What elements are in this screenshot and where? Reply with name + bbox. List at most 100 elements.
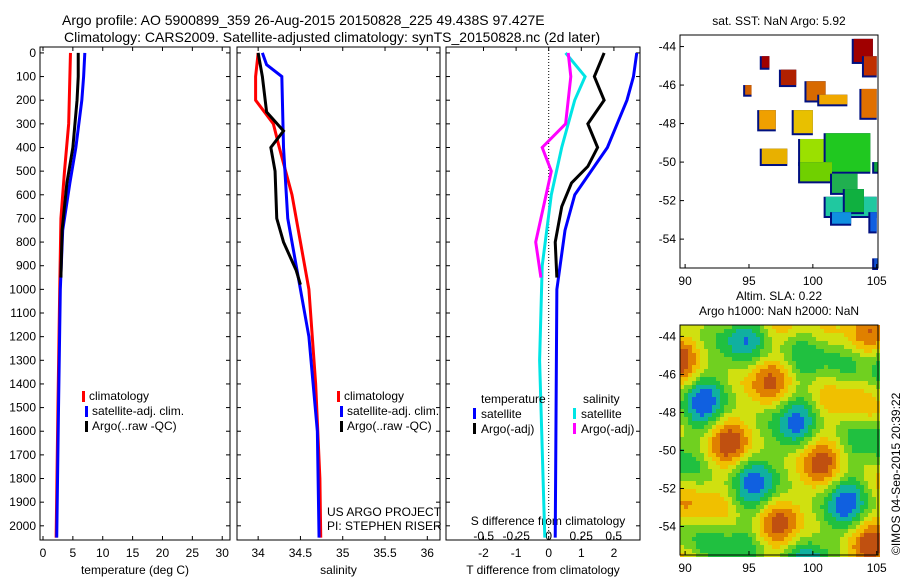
sla-cell	[780, 529, 784, 533]
sla-cell	[696, 353, 700, 357]
sla-cell	[732, 469, 736, 473]
sla-cell	[764, 409, 768, 413]
sla-cell	[828, 421, 832, 425]
sla-cell	[856, 421, 860, 425]
sla-cell	[748, 361, 752, 365]
sla-cell	[688, 457, 692, 461]
sla-cell	[824, 545, 828, 549]
sla-cell	[728, 509, 732, 513]
sla-cell	[752, 485, 756, 489]
sla-cell	[744, 377, 748, 381]
sla-cell	[836, 421, 840, 425]
sla-cell	[808, 541, 812, 545]
sla-cell	[728, 489, 732, 493]
sla-cell	[740, 369, 744, 373]
sla-cell	[820, 437, 824, 441]
sla-cell	[732, 381, 736, 385]
sla-cell	[868, 497, 872, 501]
sla-cell	[788, 477, 792, 481]
sla-cell	[684, 541, 688, 545]
sla-cell	[788, 481, 792, 485]
sla-cell	[792, 485, 796, 489]
sla-cell	[680, 529, 684, 533]
sla-cell	[772, 425, 776, 429]
sla-cell	[756, 545, 760, 549]
sla-cell	[700, 517, 704, 521]
sla-cell	[720, 405, 724, 409]
sla-cell	[780, 345, 784, 349]
sla-cell	[680, 357, 684, 361]
sla-cell	[816, 493, 820, 497]
sla-cell	[872, 465, 876, 469]
sst-cell	[825, 133, 871, 172]
sla-cell	[708, 465, 712, 469]
sla-cell	[712, 521, 716, 525]
project-annotation: US ARGO PROJECT	[327, 505, 442, 519]
y-tick-label: 900	[16, 259, 36, 273]
sla-cell	[712, 497, 716, 501]
sla-cell	[844, 485, 848, 489]
sla-cell	[856, 385, 860, 389]
sla-cell	[788, 445, 792, 449]
sla-cell	[840, 461, 844, 465]
sla-cell	[748, 497, 752, 501]
sla-cell	[848, 429, 852, 433]
sla-cell	[844, 385, 848, 389]
sla-cell	[716, 469, 720, 473]
sla-cell	[708, 505, 712, 509]
sla-cell	[700, 549, 704, 553]
sla-cell	[864, 501, 868, 505]
profile-panel-3: -2 -1 0 1 2T difference from climatology-0.5…	[445, 46, 641, 577]
sla-cell	[832, 505, 836, 509]
sla-cell	[724, 473, 728, 477]
sla-cell	[820, 461, 824, 465]
sla-cell	[732, 509, 736, 513]
sla-cell	[848, 353, 852, 357]
legend-label: climatology	[89, 389, 149, 403]
sla-cell	[780, 361, 784, 365]
sla-cell	[712, 481, 716, 485]
sla-cell	[732, 521, 736, 525]
sla-cell	[760, 469, 764, 473]
sla-cell	[692, 325, 696, 329]
sla-cell	[724, 465, 728, 469]
sla-cell	[688, 433, 692, 437]
sla-cell	[764, 441, 768, 445]
sla-cell	[828, 389, 832, 393]
sla-cell	[804, 481, 808, 485]
sla-cell	[824, 377, 828, 381]
sla-cell	[756, 429, 760, 433]
sla-cell	[728, 549, 732, 553]
sla-cell	[728, 365, 732, 369]
sla-cell	[848, 357, 852, 361]
sla-cell	[720, 489, 724, 493]
sla-cell	[804, 405, 808, 409]
sla-cell	[736, 453, 740, 457]
sla-cell	[796, 345, 800, 349]
sla-cell	[856, 549, 860, 553]
sla-cell	[864, 549, 868, 553]
sla-cell	[784, 537, 788, 541]
sla-cell	[844, 517, 848, 521]
sla-cell	[844, 477, 848, 481]
sla-cell	[764, 485, 768, 489]
sla-cell	[680, 349, 684, 353]
series-line-satellite-adj-clim-	[55, 52, 87, 538]
sla-cell	[724, 445, 728, 449]
sla-cell	[752, 517, 756, 521]
sla-cell	[848, 545, 852, 549]
sla-cell	[712, 453, 716, 457]
sla-cell	[696, 369, 700, 373]
sla-cell	[724, 549, 728, 553]
sla-cell	[844, 329, 848, 333]
sla-cell	[720, 365, 724, 369]
sla-cell	[792, 477, 796, 481]
sla-cell	[848, 373, 852, 377]
sla-cell	[848, 533, 852, 537]
sla-cell	[792, 429, 796, 433]
sla-cell	[852, 517, 856, 521]
sla-cell	[828, 429, 832, 433]
sla-cell	[684, 325, 688, 329]
sla-cell	[760, 425, 764, 429]
sla-cell	[868, 417, 872, 421]
